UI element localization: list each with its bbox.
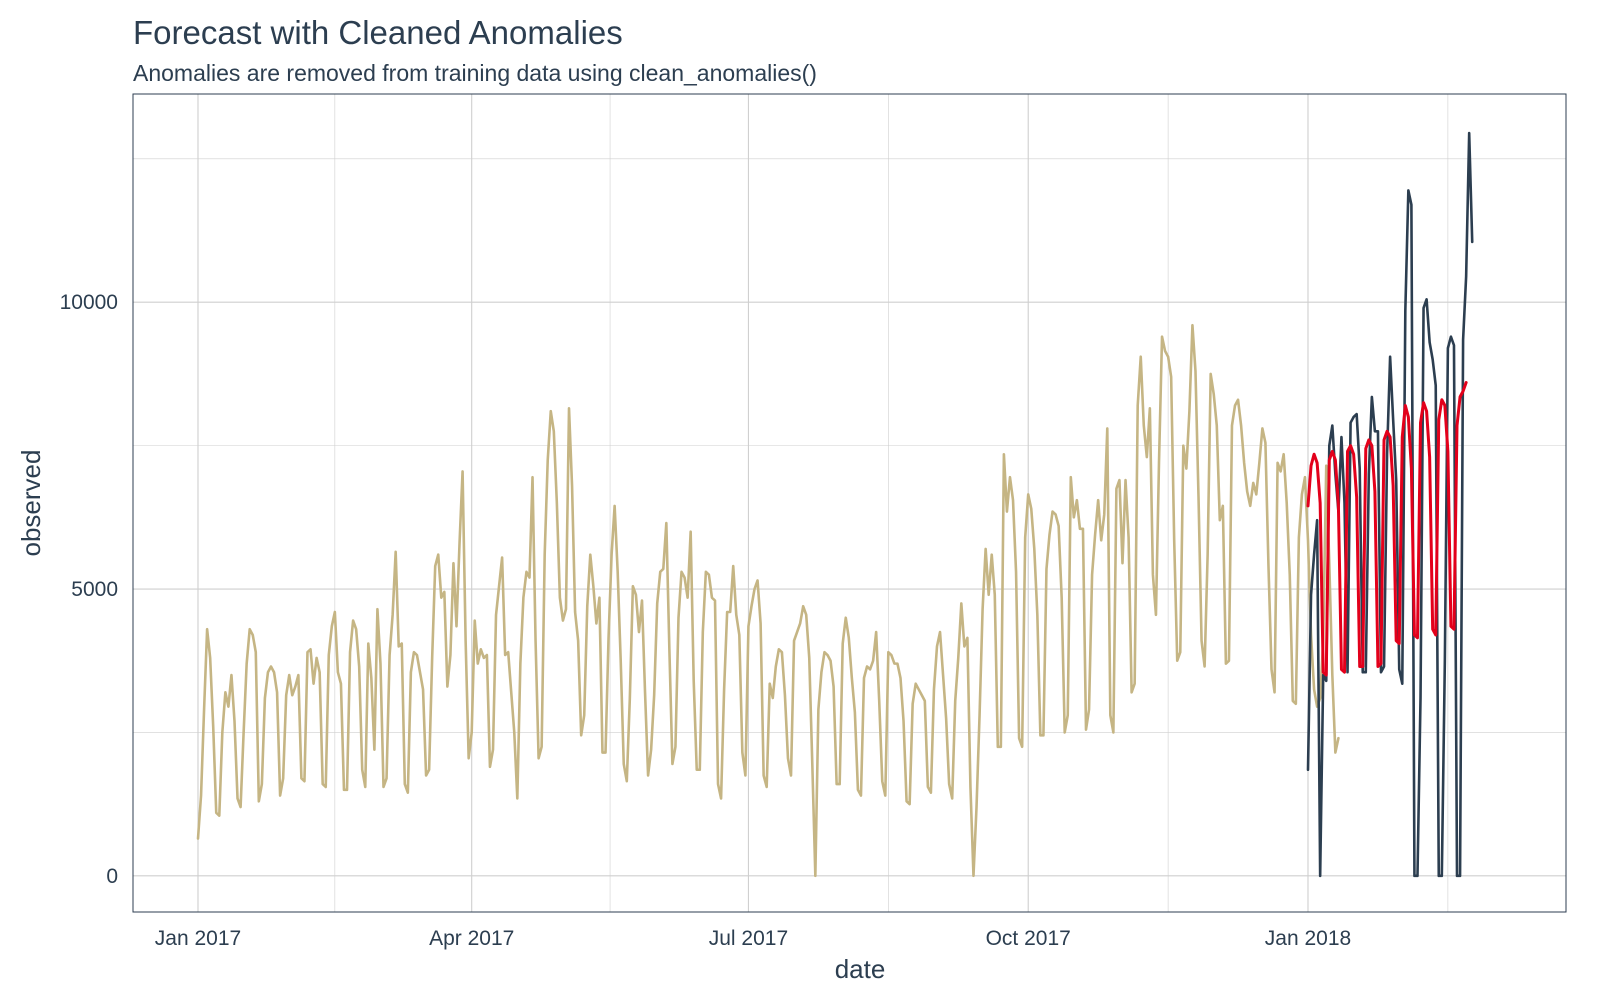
series-lines <box>196 131 1474 878</box>
x-tick-label: Jan 2017 <box>155 927 241 950</box>
chart-title: Forecast with Cleaned Anomalies <box>133 14 623 51</box>
chart-subtitle: Anomalies are removed from training data… <box>133 60 817 86</box>
series-line-train <box>196 323 1340 878</box>
x-axis-label: date <box>835 954 886 984</box>
x-tick-label: Jan 2018 <box>1265 927 1351 950</box>
y-tick-labels: 0 5000 10000 <box>60 291 118 888</box>
y-tick-label: 10000 <box>60 291 118 314</box>
x-tick-label: Oct 2017 <box>986 927 1071 950</box>
x-tick-labels: Jan 2017 Apr 2017 Jul 2017 Oct 2017 Jan 2018 <box>155 927 1351 950</box>
y-axis-label: observed <box>16 450 46 557</box>
x-tick-label: Jul 2017 <box>709 927 788 950</box>
y-tick-label: 0 <box>106 865 118 888</box>
series-line-forecast <box>1306 381 1468 677</box>
x-tick-label: Apr 2017 <box>429 927 514 950</box>
y-tick-label: 5000 <box>71 578 118 601</box>
panel-border <box>132 93 1567 913</box>
